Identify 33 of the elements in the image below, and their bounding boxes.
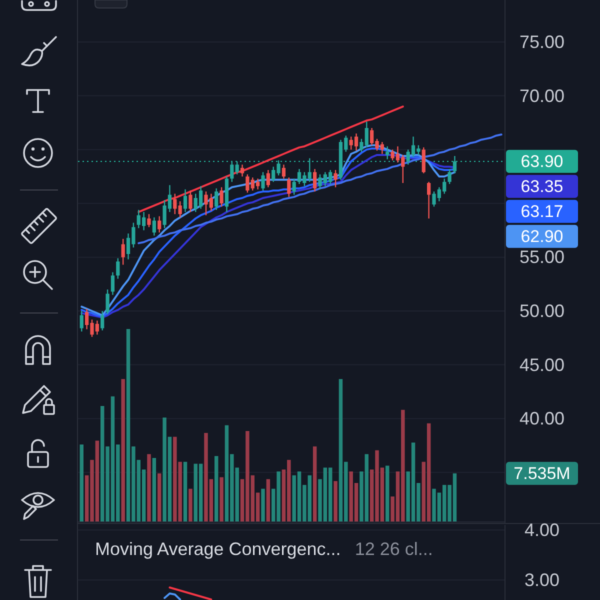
bar <box>80 444 84 522</box>
bar <box>188 488 192 522</box>
bar <box>157 473 162 522</box>
bar <box>220 477 224 522</box>
bar <box>261 488 265 522</box>
y-tick-label: 45.00 <box>519 354 565 375</box>
y-tick-label: 75.00 <box>519 32 565 52</box>
bar <box>183 462 188 522</box>
y-tick-label: 4.00 <box>524 520 560 540</box>
bar <box>312 446 317 522</box>
line-series <box>168 586 212 600</box>
bar <box>147 454 151 522</box>
text: 63.17 <box>520 202 564 221</box>
candlestick <box>427 182 431 218</box>
y-tick-label: 55.00 <box>519 247 565 268</box>
y-tick-label: 3.00 <box>524 570 560 590</box>
bar <box>152 458 156 522</box>
bar <box>386 466 390 522</box>
text: 62.90 <box>520 226 564 246</box>
bar <box>214 456 218 522</box>
text: 12 26 cl... <box>354 539 433 559</box>
line-series <box>138 106 404 213</box>
text: Moving Average Convergenc... <box>95 539 341 559</box>
y-tick-label: 40.00 <box>519 408 565 429</box>
line-series <box>138 134 502 244</box>
y-tick-label: 70.00 <box>519 86 565 106</box>
text: 63.35 <box>520 176 564 196</box>
bar <box>121 379 125 522</box>
bar <box>334 481 338 522</box>
ref-line-label: 63.90 <box>520 152 564 171</box>
text: 7.535M <box>514 464 570 483</box>
y-tick-label: 50.00 <box>519 301 565 321</box>
bar <box>266 479 270 522</box>
